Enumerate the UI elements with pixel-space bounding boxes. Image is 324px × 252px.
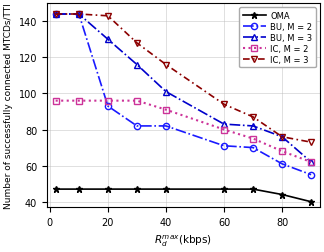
Y-axis label: Number of successfully connected MTCDs/TTI: Number of successfully connected MTCDs/T… <box>4 3 13 208</box>
X-axis label: $R_d^{max}$(kbps): $R_d^{max}$(kbps) <box>155 233 212 248</box>
Legend: OMA, BU, M = 2, BU, M = 3, IC, M = 2, IC, M = 3: OMA, BU, M = 2, BU, M = 3, IC, M = 2, IC… <box>239 8 316 68</box>
